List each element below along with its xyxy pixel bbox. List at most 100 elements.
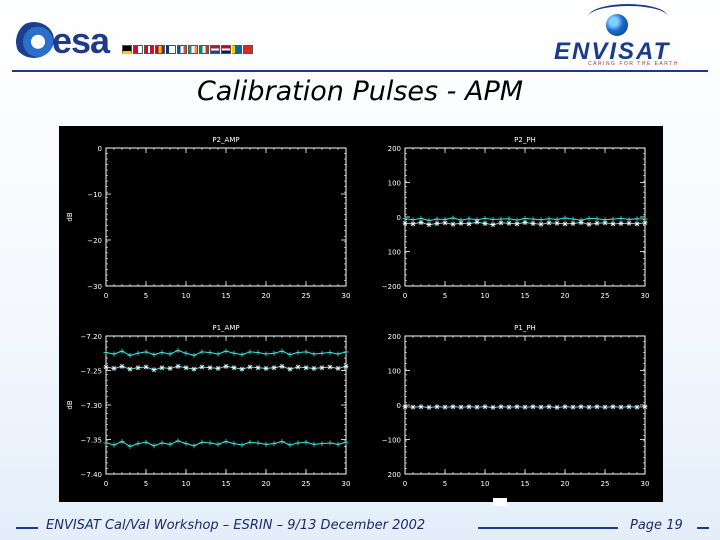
data-point xyxy=(474,404,480,410)
apm-plots-svg: P2_AMP dB 0 5 10 15 20 25 30 0 −10 −20 −30 P2_PH 0 5 10 1… xyxy=(66,136,650,488)
globe-icon xyxy=(606,14,628,36)
x-tick-label: 5 xyxy=(443,480,447,488)
x-tick-label: 20 xyxy=(262,292,271,300)
y-tick-label: 200 xyxy=(388,145,401,153)
footer-rule-left xyxy=(16,527,38,529)
data-point xyxy=(434,216,440,222)
data-point xyxy=(199,364,205,370)
data-point xyxy=(602,404,608,410)
data-point xyxy=(183,365,189,371)
x-tick-label: 10 xyxy=(481,292,490,300)
member-state-flags xyxy=(122,45,253,54)
data-point xyxy=(634,221,640,227)
header-divider xyxy=(12,70,708,72)
y-tick-label: 200 xyxy=(388,471,401,479)
data-point xyxy=(303,365,309,371)
data-point xyxy=(215,365,221,371)
data-point xyxy=(159,365,165,371)
data-point xyxy=(546,220,552,226)
x-tick-label: 30 xyxy=(641,480,650,488)
data-point xyxy=(562,215,568,221)
x-tick-label: 0 xyxy=(104,292,108,300)
data-point xyxy=(327,350,333,356)
data-point xyxy=(279,348,285,354)
envisat-tagline: CARING FOR THE EARTH xyxy=(588,61,679,67)
data-point xyxy=(642,220,648,226)
data-point xyxy=(119,439,125,445)
x-tick-label: 20 xyxy=(561,292,570,300)
data-point xyxy=(311,365,317,371)
data-point xyxy=(538,221,544,227)
y-tick-label: −7.25 xyxy=(81,368,102,376)
data-point xyxy=(151,367,157,373)
data-point xyxy=(343,349,349,355)
data-point xyxy=(295,440,301,446)
x-tick-label: 10 xyxy=(182,480,191,488)
data-point xyxy=(554,404,560,410)
data-point xyxy=(111,442,117,448)
envisat-wordmark: ENVISAT xyxy=(554,38,671,65)
data-point xyxy=(418,220,424,226)
data-point xyxy=(191,443,197,449)
data-point xyxy=(482,215,488,221)
data-point xyxy=(634,216,640,222)
data-point xyxy=(207,350,213,356)
data-point xyxy=(466,216,472,222)
data-point xyxy=(175,363,181,369)
data-point xyxy=(103,440,109,446)
data-point xyxy=(586,215,592,221)
data-point xyxy=(458,404,464,410)
data-point xyxy=(287,366,293,372)
data-point xyxy=(594,216,600,222)
x-tick-label: 0 xyxy=(104,480,108,488)
data-point xyxy=(255,440,261,446)
y-tick-label: −200 xyxy=(382,283,401,291)
data-point xyxy=(570,216,576,222)
data-point xyxy=(119,363,125,369)
data-point xyxy=(143,439,149,445)
data-point xyxy=(135,350,141,356)
data-point xyxy=(303,349,309,355)
panel-title: P2_PH xyxy=(514,136,536,144)
data-point xyxy=(199,439,205,445)
x-tick-label: 15 xyxy=(222,292,231,300)
flag-icon xyxy=(232,45,242,54)
y-tick-label: 200 xyxy=(388,333,401,341)
data-point xyxy=(442,220,448,226)
flag-icon xyxy=(243,45,253,54)
data-point xyxy=(442,404,448,410)
data-point xyxy=(506,404,512,410)
orbit-arc-icon xyxy=(588,4,668,30)
data-point xyxy=(239,352,245,358)
data-point xyxy=(335,351,341,357)
data-point xyxy=(343,439,349,445)
data-point xyxy=(279,363,285,369)
data-point xyxy=(610,221,616,227)
data-point xyxy=(263,441,269,447)
x-tick-label: 15 xyxy=(521,480,530,488)
data-point xyxy=(303,439,309,445)
data-point xyxy=(151,352,157,358)
y-tick-label: 100 xyxy=(388,368,401,376)
data-point xyxy=(231,441,237,447)
data-point xyxy=(618,404,624,410)
data-point xyxy=(450,404,456,410)
data-point xyxy=(143,349,149,355)
data-point xyxy=(295,364,301,370)
data-point xyxy=(287,352,293,358)
footer-text: ENVISAT Cal/Val Workshop – ESRIN – 9/13 … xyxy=(46,518,426,533)
data-point xyxy=(271,365,277,371)
data-point xyxy=(127,352,133,358)
data-point xyxy=(183,350,189,356)
data-point xyxy=(159,350,165,356)
x-tick-label: 15 xyxy=(521,292,530,300)
data-point xyxy=(343,363,349,369)
data-point xyxy=(570,404,576,410)
y-tick-label: −20 xyxy=(87,237,102,245)
data-point xyxy=(287,442,293,448)
data-point xyxy=(127,443,133,449)
data-point xyxy=(191,352,197,358)
data-point xyxy=(335,441,341,447)
data-point xyxy=(538,217,544,223)
data-point xyxy=(271,441,277,447)
